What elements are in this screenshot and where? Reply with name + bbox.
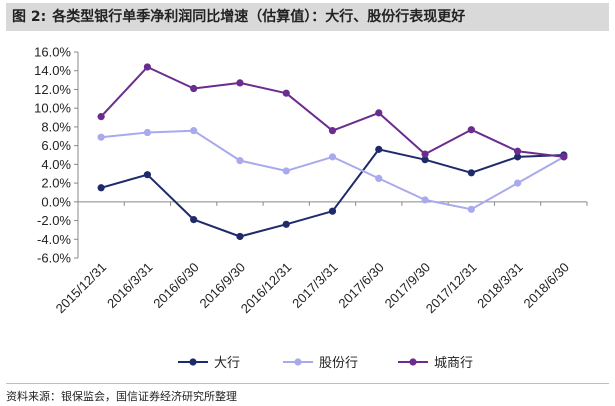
x-tick-label: 2017/3/31: [289, 260, 341, 312]
x-tick-label: 2017/12/31: [423, 260, 480, 317]
data-point-series-2: [97, 133, 105, 141]
data-point-series-3: [328, 127, 337, 135]
data-point-series-1: [97, 184, 105, 192]
y-tick-label: -4.0%: [37, 232, 71, 247]
y-tick-label: 8.0%: [41, 119, 71, 134]
data-point-series-1: [190, 216, 198, 224]
data-point-series-3: [560, 153, 568, 161]
data-point-series-1: [143, 171, 152, 179]
x-tick-label: 2016/3/31: [104, 260, 156, 312]
data-point-series-2: [328, 153, 337, 161]
legend-marker-3: [409, 358, 417, 366]
legend-label-1: 大行: [214, 356, 240, 371]
data-point-series-2: [467, 205, 475, 213]
data-point-series-3: [143, 63, 152, 71]
data-point-series-1: [421, 156, 429, 164]
data-point-series-2: [421, 196, 429, 204]
data-point-series-2: [236, 157, 244, 165]
y-tick-label: 16.0%: [34, 45, 71, 60]
y-tick-label: 0.0%: [41, 194, 71, 209]
data-point-series-1: [375, 145, 383, 153]
series-line-3: [100, 66, 565, 158]
legend-marker-1: [189, 358, 197, 366]
legend-label-2: 股份行: [319, 356, 358, 371]
x-tick-label: 2018/3/31: [474, 260, 526, 312]
legend-label-3: 城商行: [434, 356, 473, 371]
footer-divider: [6, 383, 609, 384]
figure-title-bar: 图 2: 各类型银行单季净利润同比增速（估算值）：大行、股份行表现更好: [6, 3, 609, 31]
data-point-series-1: [467, 169, 475, 177]
figure-title: 各类型银行单季净利润同比增速（估算值）：大行、股份行表现更好: [52, 9, 466, 25]
data-point-series-3: [513, 147, 522, 155]
x-tick-label: 2016/12/31: [238, 260, 295, 317]
x-tick-label: 2018/6/30: [520, 260, 572, 312]
x-tick-label: 2016/6/30: [150, 260, 202, 312]
data-point-series-3: [190, 84, 198, 93]
y-tick-label: 6.0%: [41, 138, 71, 153]
source-note: 资料来源：银保监会，国信证券经济研究所整理: [6, 390, 237, 403]
data-point-series-1: [328, 207, 337, 215]
y-tick-label: 12.0%: [34, 82, 71, 97]
data-point-series-3: [467, 126, 475, 134]
y-tick-label: 14.0%: [34, 63, 71, 78]
data-point-series-3: [97, 113, 105, 121]
data-point-series-2: [190, 127, 198, 135]
x-tick-label: 2015/12/31: [53, 260, 110, 317]
y-tick-label: -2.0%: [37, 213, 71, 228]
y-tick-label: -6.0%: [37, 251, 71, 266]
y-tick-label: 4.0%: [41, 157, 71, 172]
data-point-series-2: [143, 128, 152, 137]
data-point-series-3: [421, 150, 429, 158]
x-tick-label: 2017/6/30: [335, 260, 387, 312]
data-point-series-1: [513, 153, 522, 161]
data-point-series-2: [375, 174, 383, 183]
data-point-series-2: [282, 167, 290, 175]
data-point-series-3: [236, 79, 244, 87]
data-point-series-2: [513, 179, 522, 187]
y-tick-label: 10.0%: [34, 101, 71, 116]
legend-marker-2: [294, 358, 302, 366]
series-line-1: [100, 148, 564, 238]
data-point-series-1: [236, 232, 244, 241]
data-point-series-3: [282, 89, 290, 97]
data-point-series-1: [282, 220, 290, 228]
y-tick-label: 2.0%: [41, 176, 71, 191]
figure-number: 图 2:: [12, 9, 47, 25]
line-chart: -6.0% -4.0% -2.0% 0.0% 2.0% 4.0% 6.0% 8.0% 10.0%…: [34, 45, 588, 371]
data-point-series-3: [375, 109, 383, 117]
